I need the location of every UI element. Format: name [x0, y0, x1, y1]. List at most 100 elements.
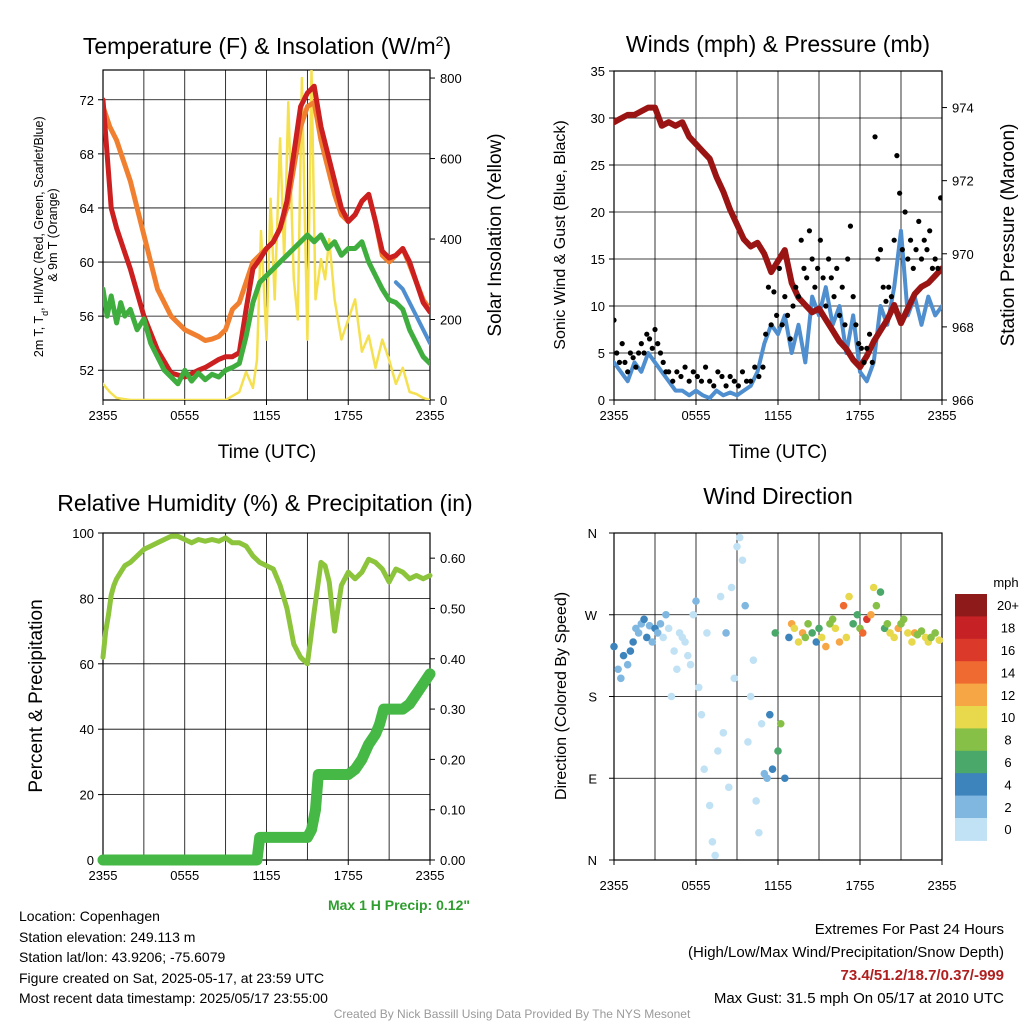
- colorbar-swatch: [955, 594, 987, 617]
- temp-2m-line: [103, 83, 430, 380]
- direction-tick-label: N: [588, 853, 597, 868]
- y-tick-label: 68: [80, 147, 94, 162]
- direction-point: [667, 692, 676, 701]
- extremes-block: Extremes For Past 24 Hours (High/Low/Max…: [688, 918, 1004, 1010]
- gust-point: [905, 256, 911, 262]
- y-tick-label: 25: [591, 158, 605, 173]
- location-text: Location: Copenhagen: [19, 908, 160, 924]
- y-tick-label: 20: [591, 205, 605, 220]
- direction-point: [697, 710, 706, 719]
- gust-point: [899, 247, 905, 253]
- direction-point: [648, 638, 657, 646]
- direction-point: [904, 629, 912, 637]
- y-tick-label: 35: [591, 64, 605, 79]
- y-tick-label: 80: [80, 591, 94, 606]
- y2-tick-label: 0.00: [440, 853, 465, 868]
- direction-point: [744, 738, 752, 746]
- gust-point: [853, 322, 859, 328]
- speed-colorbar: mph 20+ 18 16 14 12 10 8 6 4 2 0: [955, 575, 1019, 841]
- gust-point: [674, 369, 680, 375]
- gust-point: [861, 359, 867, 365]
- gust-point: [682, 364, 688, 370]
- gust-point: [820, 275, 826, 281]
- direction-point: [785, 633, 793, 642]
- direction-point: [741, 601, 749, 610]
- gust-point: [880, 284, 886, 290]
- gust-point: [817, 237, 823, 243]
- direction-point: [768, 765, 777, 773]
- y-tick-label: 30: [591, 111, 605, 126]
- y-tick-label: 0: [87, 853, 94, 868]
- direction-point: [700, 765, 708, 773]
- direction-point: [831, 624, 840, 633]
- direction-point: [746, 692, 755, 701]
- direction-point: [673, 665, 681, 674]
- direction-point: [694, 683, 703, 692]
- gust-point: [771, 289, 777, 295]
- gust-point: [735, 383, 741, 389]
- gust-point: [638, 341, 644, 347]
- y2-tick-label: 974: [952, 101, 974, 116]
- x-tick-label: 2355: [89, 868, 118, 883]
- gust-point: [633, 364, 639, 370]
- winds-xlabel: Time (UTC): [729, 442, 828, 463]
- direction-point: [858, 629, 867, 637]
- direction-point: [867, 610, 875, 619]
- y-tick-label: 72: [80, 93, 94, 108]
- y2-tick-label: 968: [952, 320, 974, 335]
- x-tick-label: 0555: [170, 868, 199, 883]
- gust-point: [869, 359, 875, 365]
- direction-point: [752, 797, 760, 805]
- direction-point: [776, 719, 785, 728]
- direction-point: [853, 610, 862, 619]
- colorbar-label: 2: [1004, 800, 1011, 815]
- gust-point: [707, 378, 713, 384]
- colorbar-swatch: [955, 638, 987, 662]
- direction-point: [689, 610, 698, 619]
- colorbar-label: 10: [1001, 710, 1015, 725]
- gust-point: [924, 247, 930, 253]
- gust-point: [902, 209, 908, 215]
- humidity-title: Relative Humidity (%) & Precipitation (i…: [57, 490, 472, 516]
- direction-point: [711, 851, 719, 860]
- y2-tick-label: 970: [952, 247, 974, 262]
- direction-tick-label: N: [588, 526, 597, 541]
- direction-point: [725, 783, 733, 792]
- temperature-y2label: Solar Insolation (Yellow): [485, 133, 506, 336]
- gust-point: [850, 294, 856, 300]
- station-info: Location: Copenhagen Station elevation: …: [19, 906, 328, 1009]
- extremes-values: 73.4/51.2/18.7/0.37/-999: [840, 967, 1004, 984]
- direction-point: [890, 633, 898, 642]
- direction-point: [705, 801, 714, 810]
- pressure-line: [614, 104, 942, 371]
- gust-point: [929, 265, 936, 271]
- direction-point: [708, 838, 717, 846]
- max-gust-text: Max Gust: 31.5 mph On 05/17 at 2010 UTC: [713, 990, 1004, 1007]
- direction-point: [730, 674, 739, 683]
- direction-point: [670, 647, 678, 655]
- x-tick-label: 0555: [682, 878, 711, 893]
- gust-point: [916, 218, 922, 224]
- gust-point: [760, 364, 766, 370]
- direction-point: [643, 633, 651, 642]
- y2-tick-label: 400: [440, 232, 462, 247]
- gust-point: [727, 373, 733, 380]
- y2-tick-label: 800: [440, 71, 462, 86]
- y2-tick-label: 0.40: [440, 652, 465, 667]
- colorbar-label: 12: [1001, 688, 1015, 703]
- y-tick-label: 60: [80, 255, 94, 270]
- colorbar-swatch: [955, 773, 987, 797]
- colorbar-label: 6: [1004, 755, 1011, 770]
- humidity-ylabel: Percent & Precipitation: [26, 599, 47, 792]
- gust-point: [828, 275, 834, 281]
- wind-direction-title: Wind Direction: [703, 483, 853, 509]
- gust-point: [690, 369, 696, 375]
- direction-point: [634, 629, 643, 637]
- colorbar-label: 18: [1001, 621, 1015, 636]
- x-tick-label: 1155: [764, 878, 792, 893]
- gust-point: [719, 373, 725, 380]
- x-tick-label: 1155: [253, 868, 281, 883]
- gust-point: [702, 364, 709, 370]
- gust-point: [883, 298, 889, 304]
